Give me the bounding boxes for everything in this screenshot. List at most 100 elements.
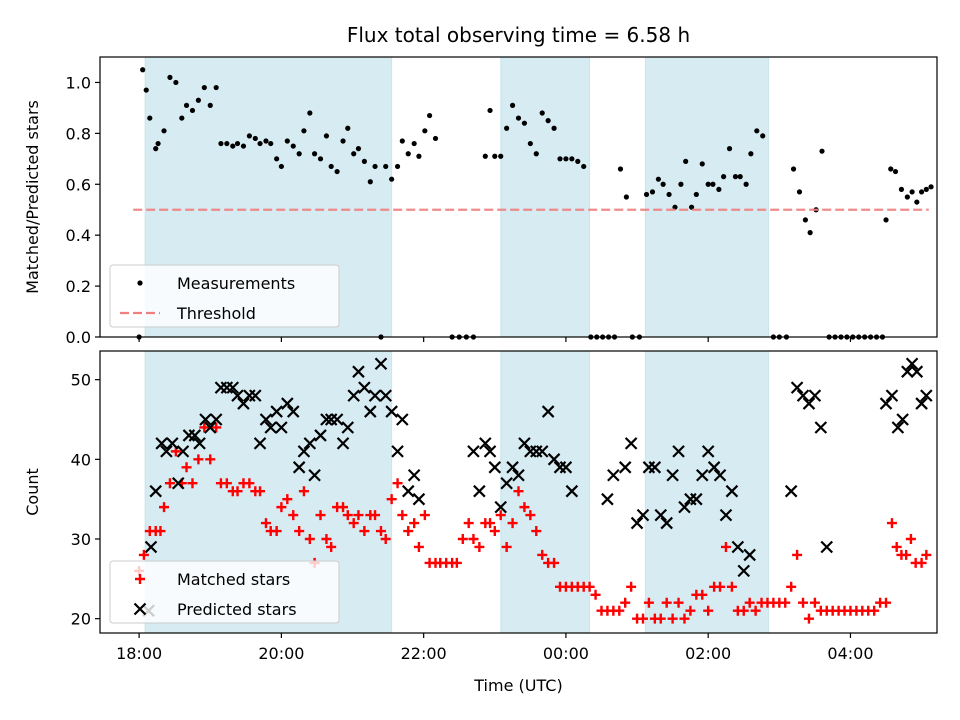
predicted-point xyxy=(144,540,158,554)
matched-point xyxy=(620,597,631,608)
predicted-point xyxy=(264,421,277,434)
predicted-point xyxy=(166,437,179,450)
measurement-point xyxy=(372,163,378,170)
predicted-point xyxy=(199,413,212,426)
predicted-point xyxy=(385,405,398,418)
predicted-point xyxy=(660,516,673,530)
measurement-point xyxy=(678,181,684,187)
legend-box xyxy=(109,560,340,624)
matched-point xyxy=(348,518,359,529)
predicted-point xyxy=(565,484,579,498)
measurement-point xyxy=(252,135,258,142)
predicted-point xyxy=(814,421,828,434)
measurement-point xyxy=(278,163,284,170)
predicted-point xyxy=(368,389,382,402)
predicted-point xyxy=(820,540,834,554)
measurement-point xyxy=(411,140,417,147)
measurement-point xyxy=(923,186,929,192)
matched-point xyxy=(525,510,536,521)
predicted-point xyxy=(713,468,727,482)
shaded-interval-3 xyxy=(644,350,770,634)
measurement-point xyxy=(274,156,280,162)
top-panel: 0.0 0.2 0.4 0.6 0.8 1.0 Flux total observing t… xyxy=(23,23,938,347)
matched-point xyxy=(780,597,791,608)
measurement-point xyxy=(504,125,510,131)
measurement-point xyxy=(218,140,224,147)
predicted-point xyxy=(624,437,638,450)
measurement-point xyxy=(189,107,196,114)
predicted-point xyxy=(512,468,525,482)
matched-point xyxy=(474,541,485,552)
predicted-point xyxy=(518,437,531,450)
legend-label: Threshold xyxy=(176,304,256,323)
predicted-point xyxy=(352,365,365,378)
matched-point xyxy=(750,605,761,616)
x-tick-label: 04:00 xyxy=(827,644,873,663)
measurement-point xyxy=(296,151,302,157)
matched-point xyxy=(489,526,500,537)
predicted-point xyxy=(654,508,668,522)
matched-point xyxy=(685,605,696,616)
measurement-point xyxy=(487,107,493,114)
matched-point xyxy=(205,454,216,465)
matched-point xyxy=(353,510,364,521)
measurement-point xyxy=(268,140,274,147)
measurement-point xyxy=(563,156,569,162)
measurement-point xyxy=(693,191,699,198)
predicted-point xyxy=(678,500,691,514)
matched-point xyxy=(199,422,210,433)
matched-point xyxy=(468,534,479,544)
measurement-point xyxy=(649,189,656,195)
x-axis-label: Time (UTC) xyxy=(473,676,562,695)
matched-point xyxy=(495,510,506,521)
matched-point xyxy=(413,541,424,552)
measurement-point xyxy=(904,194,910,200)
predicted-point xyxy=(701,445,715,458)
legend-box xyxy=(109,264,340,328)
measurement-point xyxy=(928,184,934,190)
measurement-point xyxy=(405,151,411,157)
matched-point xyxy=(321,534,332,544)
legend: Matched stars Predicted stars xyxy=(109,560,340,624)
x-tick-label: 22:00 xyxy=(401,644,447,663)
predicted-point xyxy=(407,468,421,482)
predicted-point xyxy=(347,389,360,402)
measurement-point xyxy=(683,158,689,164)
measurement-point xyxy=(575,158,581,164)
x-tick-label: 00:00 xyxy=(543,644,589,663)
matched-point xyxy=(159,502,170,513)
predicted-point xyxy=(401,484,415,498)
legend-marker-measurements xyxy=(137,280,143,286)
matched-point xyxy=(276,502,287,513)
matched-point xyxy=(271,526,282,537)
predicted-point xyxy=(281,397,294,410)
y-tick-label: 0.8 xyxy=(66,124,91,143)
matched-point xyxy=(294,526,305,537)
predicted-point xyxy=(541,405,555,418)
predicted-point xyxy=(171,476,185,490)
measurement-point xyxy=(716,186,722,192)
measurement-point xyxy=(796,189,803,195)
predicted-point xyxy=(630,516,644,530)
legend-marker-matched xyxy=(135,574,145,584)
measurement-point xyxy=(492,153,498,159)
predicted-point xyxy=(737,564,751,578)
measurement-point xyxy=(179,115,185,121)
predicted-point xyxy=(160,445,173,458)
axes-frame xyxy=(99,56,938,338)
legend-label: Matched stars xyxy=(177,570,290,589)
predicted-point xyxy=(155,437,168,450)
predicted-point xyxy=(467,445,480,458)
predicted-point xyxy=(314,429,327,442)
measurement-point xyxy=(802,217,809,223)
predicted-point xyxy=(707,461,721,474)
measurement-point xyxy=(351,151,357,157)
matched-point xyxy=(803,613,814,624)
measurement-point xyxy=(257,140,263,147)
matched-point xyxy=(792,549,803,560)
predicted-point xyxy=(479,437,492,450)
predicted-point xyxy=(506,461,519,474)
matched-point xyxy=(667,613,678,624)
matched-point xyxy=(457,534,468,544)
matched-point xyxy=(260,518,271,529)
